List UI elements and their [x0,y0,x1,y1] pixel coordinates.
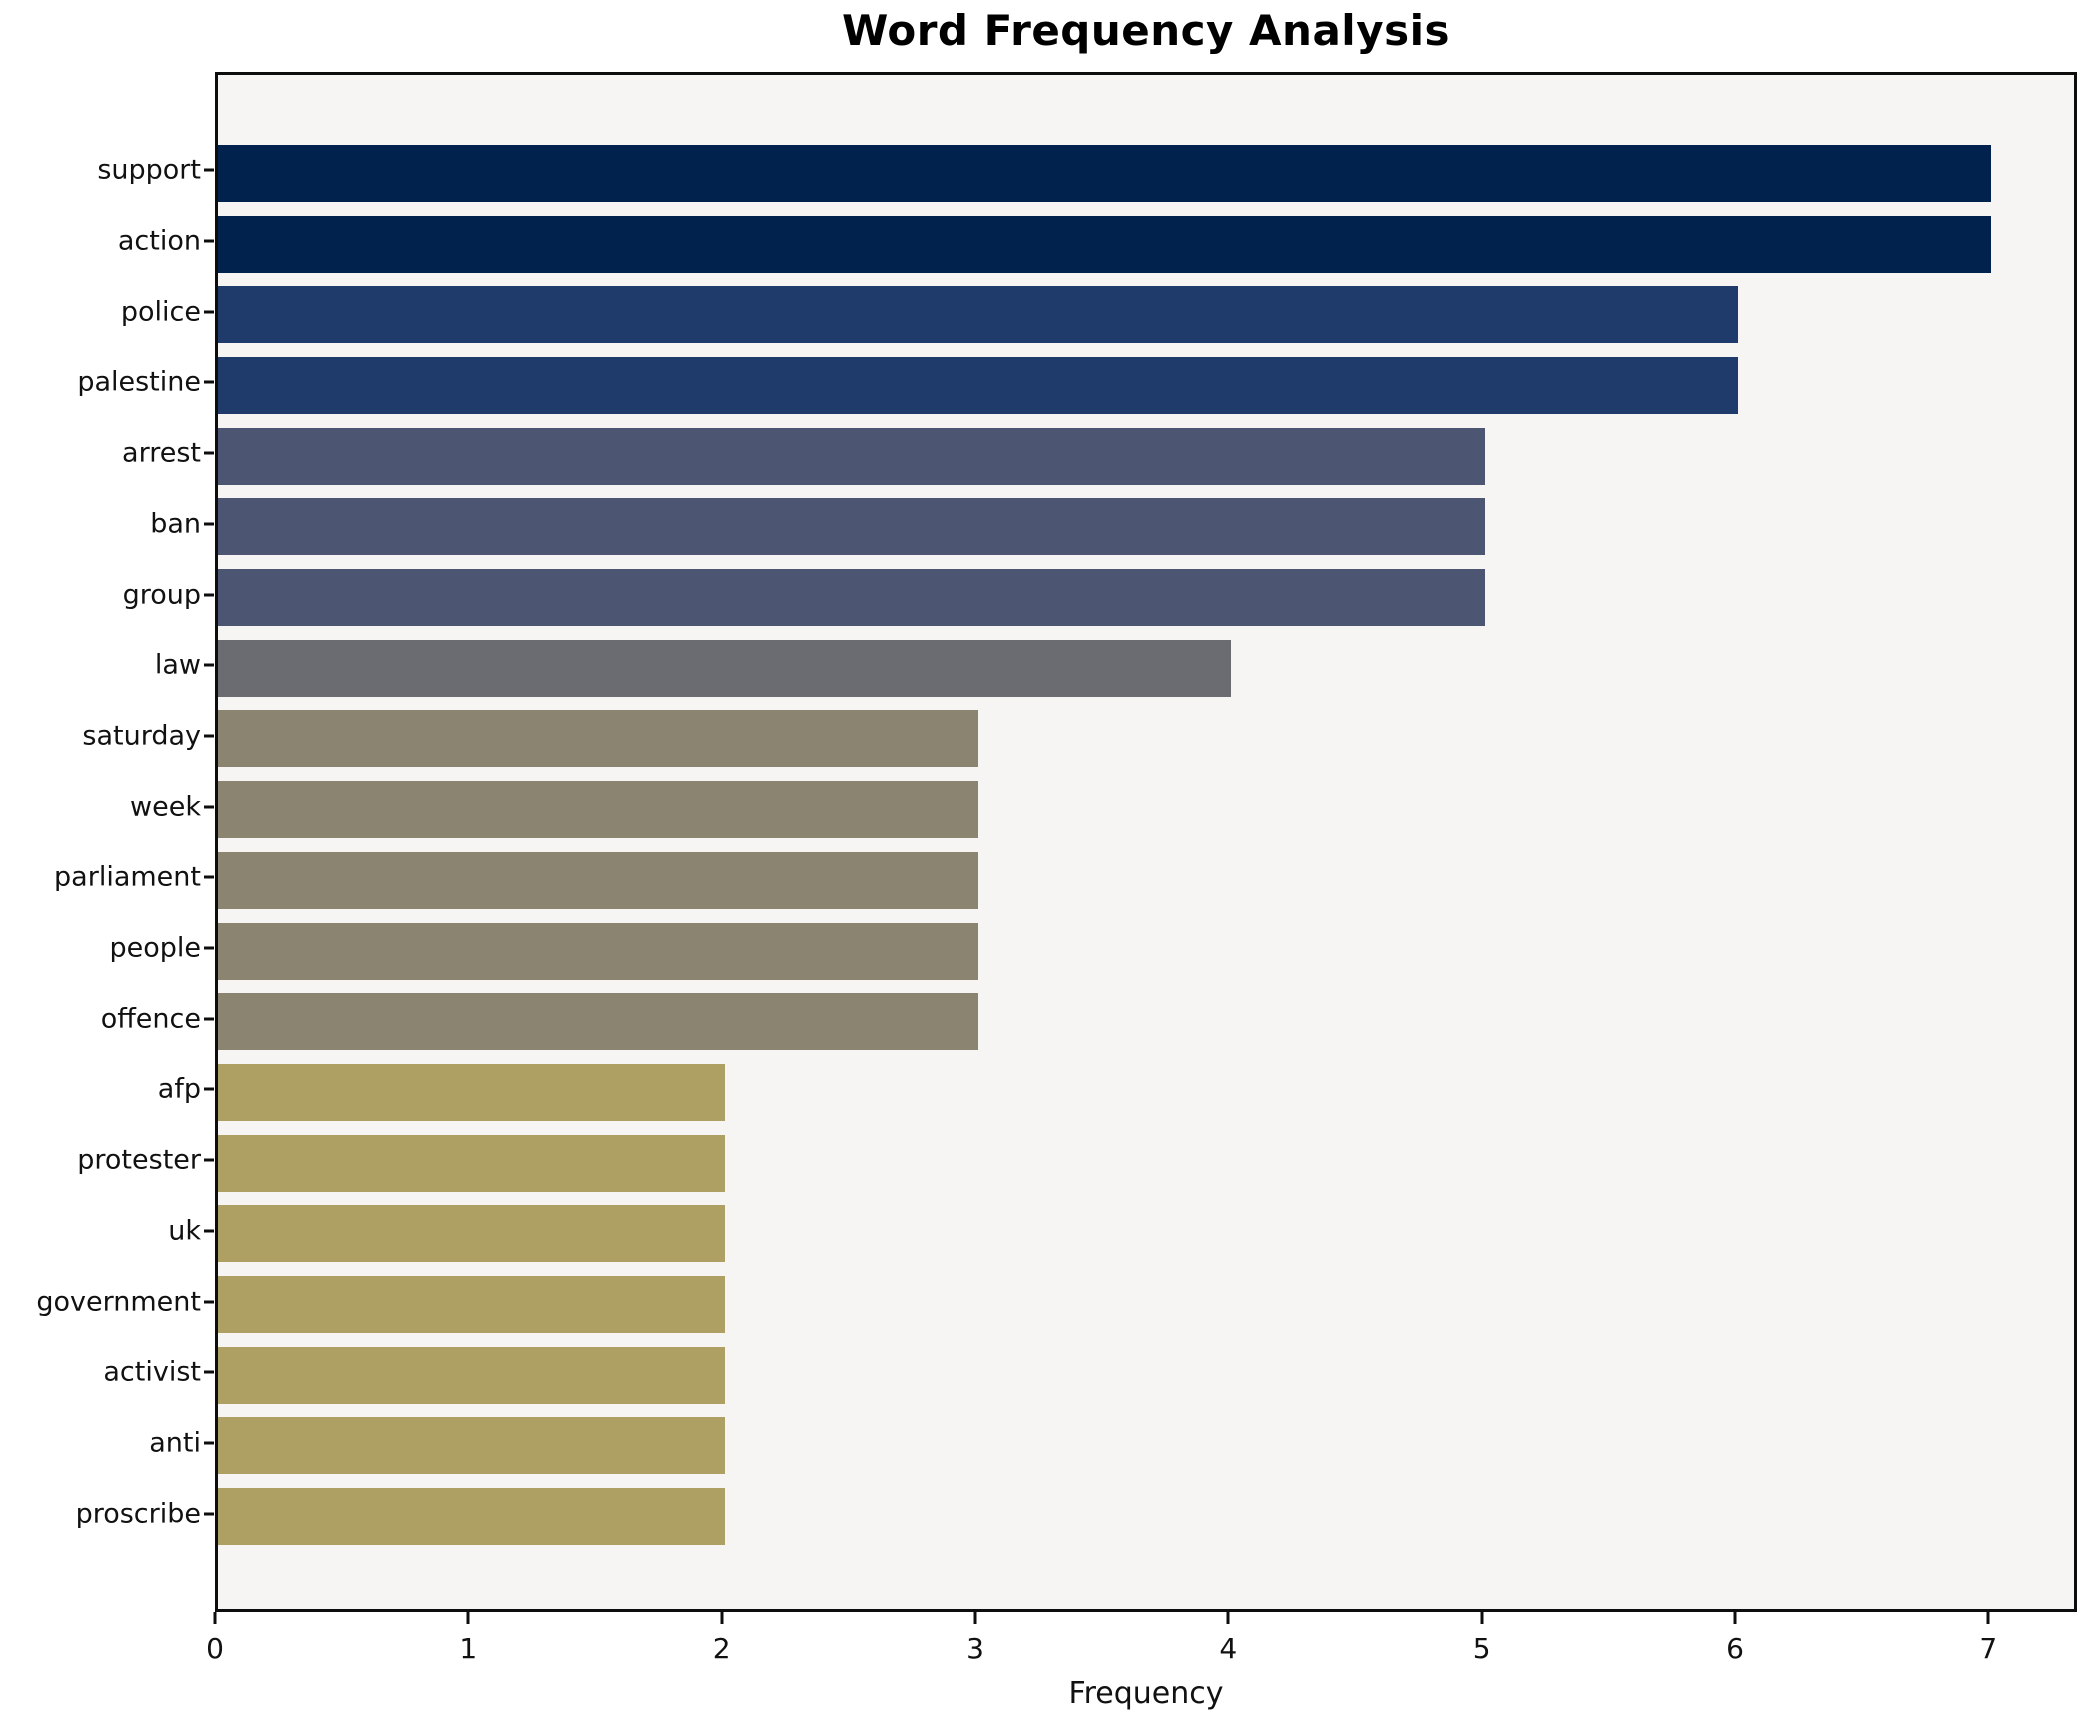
bar-support [218,144,1992,202]
bar-activist [218,1346,725,1404]
x-tick-label-1: 1 [459,1632,478,1665]
bar-afp [218,1063,725,1121]
y-tick-mark [204,310,214,314]
y-tick-label-proscribe: proscribe [75,1498,201,1530]
y-tick-label-action: action [117,225,201,257]
x-tick-mark [1226,1612,1230,1624]
bar-ban [218,498,1485,556]
y-tick-label-uk: uk [168,1215,201,1247]
x-tick-mark [466,1612,470,1624]
y-tick-mark [204,1017,214,1021]
y-tick-label-activist: activist [103,1356,201,1388]
x-tick-mark [1480,1612,1484,1624]
y-tick-label-people: people [109,932,201,964]
x-tick-label-4: 4 [1219,1632,1238,1665]
y-tick-label-ban: ban [150,508,201,540]
x-tick-label-3: 3 [966,1632,984,1665]
y-tick-label-government: government [36,1286,201,1318]
y-tick-label-saturday: saturday [82,720,201,752]
bar-saturday [218,710,978,768]
y-tick-label-protester: protester [77,1144,201,1176]
x-tick-mark [1733,1612,1737,1624]
y-tick-mark [204,239,214,243]
bar-government [218,1276,725,1334]
bar-police [218,286,1738,344]
y-tick-label-anti: anti [149,1427,201,1459]
bar-parliament [218,851,978,909]
y-tick-label-law: law [154,649,201,681]
bar-uk [218,1205,725,1263]
y-tick-mark [204,734,214,738]
y-tick-label-palestine: palestine [77,366,201,398]
y-tick-label-offence: offence [100,1003,201,1035]
y-tick-mark [204,805,214,809]
y-tick-mark [204,663,214,667]
bar-anti [218,1417,725,1475]
y-tick-mark [204,380,214,384]
bar-week [218,781,978,839]
y-tick-label-afp: afp [157,1073,201,1105]
y-tick-mark [204,1441,214,1445]
y-tick-mark [204,946,214,950]
y-tick-mark [204,1158,214,1162]
chart-title: Word Frequency Analysis [842,6,1450,55]
x-tick-label-0: 0 [206,1632,224,1665]
y-tick-label-group: group [122,579,201,611]
x-tick-label-7: 7 [1979,1632,1998,1665]
x-tick-mark [973,1612,977,1624]
plot-area [215,72,2077,1612]
x-tick-label-5: 5 [1472,1632,1491,1665]
y-tick-mark [204,1229,214,1233]
bar-protester [218,1134,725,1192]
y-tick-mark [204,1370,214,1374]
x-tick-label-2: 2 [712,1632,731,1665]
bar-offence [218,993,978,1051]
y-tick-mark [204,522,214,526]
y-tick-mark [204,1300,214,1304]
bar-group [218,569,1485,627]
bar-people [218,922,978,980]
y-tick-label-week: week [130,791,201,823]
y-tick-mark [204,1512,214,1516]
x-tick-mark [1986,1612,1990,1624]
y-tick-mark [204,875,214,879]
y-tick-mark [204,593,214,597]
x-axis-label: Frequency [1068,1676,1224,1711]
y-tick-label-police: police [120,296,201,328]
bar-arrest [218,427,1485,485]
y-tick-label-parliament: parliament [54,861,201,893]
bar-palestine [218,356,1738,414]
y-tick-label-support: support [97,154,201,186]
y-tick-label-arrest: arrest [122,437,201,469]
bar-action [218,215,1992,273]
x-tick-label-6: 6 [1726,1632,1744,1665]
y-tick-mark [204,1087,214,1091]
y-tick-mark [204,168,214,172]
y-tick-mark [204,451,214,455]
x-tick-mark [213,1612,217,1624]
bar-proscribe [218,1488,725,1546]
x-tick-mark [720,1612,724,1624]
bar-law [218,639,1232,697]
